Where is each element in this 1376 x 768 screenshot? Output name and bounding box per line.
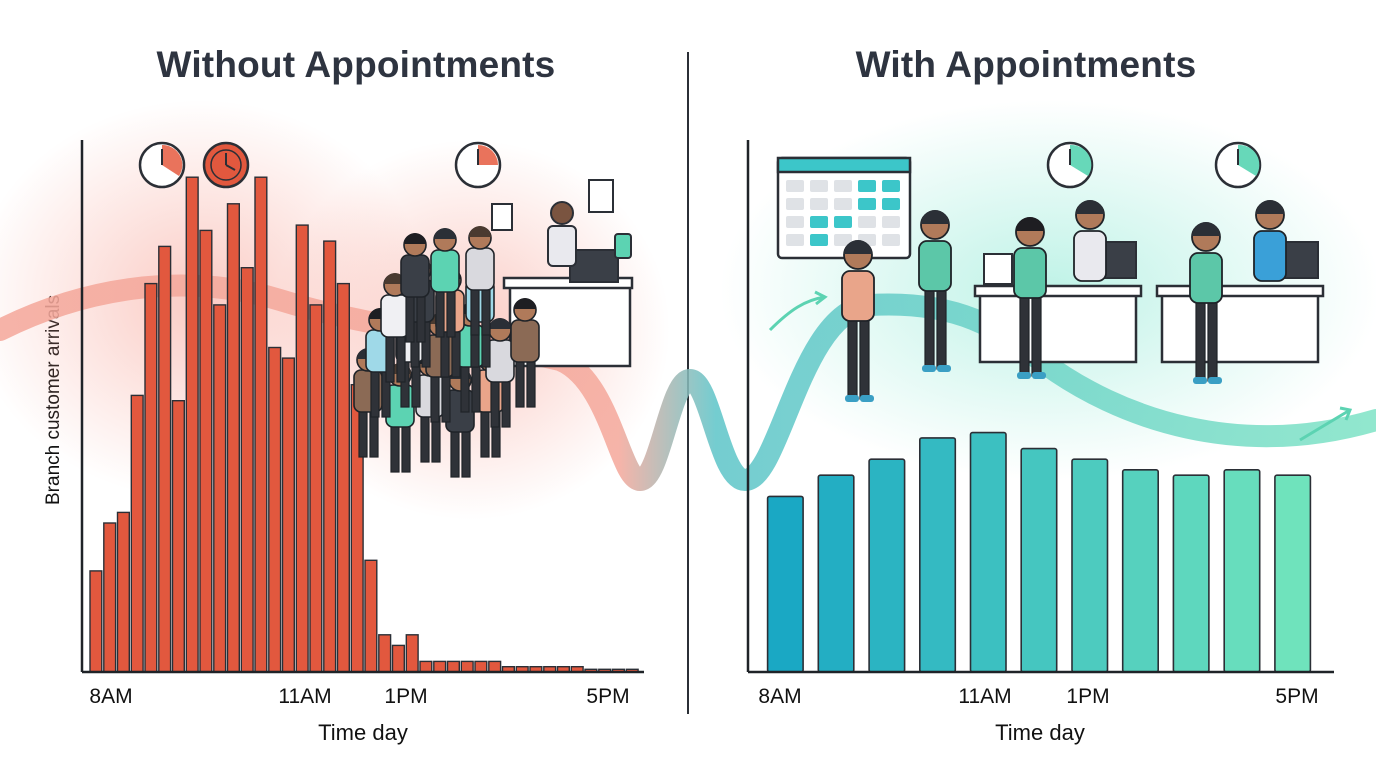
left-bar xyxy=(474,660,488,673)
left-bar xyxy=(116,511,131,673)
left-bar xyxy=(103,522,117,673)
right-bar xyxy=(1172,474,1210,673)
left-bar xyxy=(336,282,351,673)
left-bar xyxy=(281,357,296,673)
clock-icon xyxy=(1214,141,1262,189)
left-bar xyxy=(144,282,158,673)
left-bar xyxy=(433,660,447,673)
clock-icon xyxy=(1046,141,1094,189)
left-panel-title: Without Appointments xyxy=(156,44,556,85)
right-x-axis-label: Time day xyxy=(995,720,1085,745)
left-bar xyxy=(268,346,282,673)
served-customers-illustration xyxy=(841,200,1325,402)
right-x-tick-11am: 11AM xyxy=(958,685,1012,708)
left-bar xyxy=(446,660,461,673)
left-bar xyxy=(185,176,199,673)
left-bar-series xyxy=(89,176,639,673)
left-x-tick-11am: 11AM xyxy=(278,685,332,708)
flow-arrow-right-head xyxy=(1339,406,1353,421)
left-bar xyxy=(254,176,268,673)
right-bar-series xyxy=(766,431,1312,673)
right-bar xyxy=(766,495,804,673)
left-bar xyxy=(488,660,502,673)
flow-arrow-right xyxy=(1299,408,1351,442)
left-x-tick-8am: 8AM xyxy=(89,685,133,708)
right-bar xyxy=(1274,474,1312,673)
left-bar xyxy=(309,304,323,673)
left-bar xyxy=(364,559,378,673)
left-bar xyxy=(391,644,406,673)
left-x-tick-1pm: 1PM xyxy=(384,685,428,708)
calendar-icon xyxy=(776,156,912,260)
left-bar xyxy=(130,394,144,673)
right-bar xyxy=(1223,468,1261,673)
left-bar xyxy=(158,245,172,673)
right-bar xyxy=(1071,458,1109,673)
left-x-axis-label: Time day xyxy=(318,720,408,745)
right-x-tick-5pm: 5PM xyxy=(1275,685,1319,708)
flow-arrow-left-head xyxy=(814,290,828,306)
left-bar xyxy=(213,304,227,673)
right-bar xyxy=(1121,468,1159,673)
left-bar xyxy=(89,570,103,673)
left-bar xyxy=(378,634,392,673)
crowded-queue-illustration xyxy=(353,179,634,478)
right-bar xyxy=(817,474,855,673)
left-x-tick-5pm: 5PM xyxy=(586,685,630,708)
right-panel-title: With Appointments xyxy=(855,44,1197,85)
right-bar xyxy=(868,458,906,673)
clock-icon xyxy=(138,141,186,189)
right-bar xyxy=(969,431,1007,673)
left-bar xyxy=(199,229,213,673)
left-bar xyxy=(240,267,254,673)
right-x-tick-8am: 8AM xyxy=(758,685,802,708)
left-bar xyxy=(419,660,433,673)
flow-arrow-left xyxy=(768,295,826,332)
right-bar xyxy=(918,437,957,673)
left-bar xyxy=(295,224,309,673)
left-bar xyxy=(405,634,419,673)
left-bar xyxy=(226,203,241,673)
right-x-tick-1pm: 1PM xyxy=(1066,685,1110,708)
right-bar xyxy=(1020,447,1058,673)
left-bar xyxy=(171,400,186,673)
clock-icon xyxy=(454,141,502,189)
left-bar xyxy=(323,240,337,673)
left-bar xyxy=(460,660,474,673)
alarm-clock-icon xyxy=(202,141,250,189)
